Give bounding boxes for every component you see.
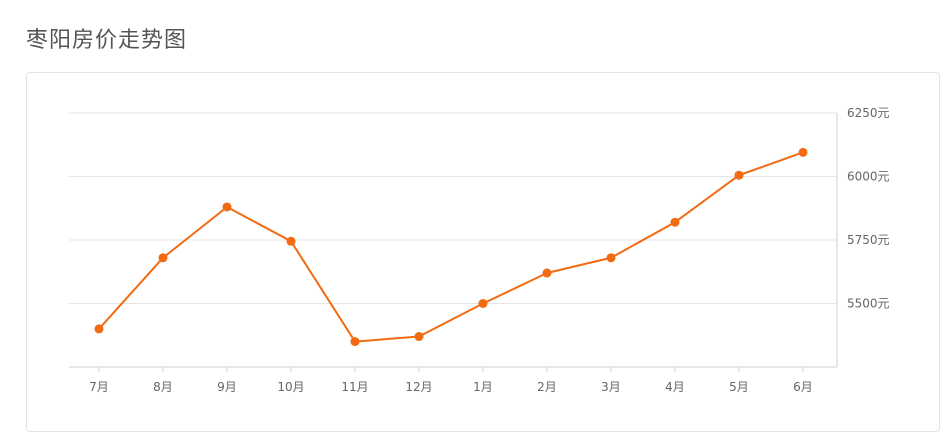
data-point[interactable] — [606, 253, 616, 263]
data-point[interactable] — [414, 332, 424, 342]
series-line — [98, 151, 804, 343]
x-tick-label: 6月 — [793, 380, 813, 394]
data-point[interactable] — [286, 236, 296, 246]
gridlines — [69, 112, 837, 304]
data-point[interactable] — [478, 299, 488, 308]
price-trend-chart: 5500元 5750元 6000元 6250元 7月 8月 9月 10月 11月 12月 1月 2月… — [69, 106, 890, 394]
chart-card: 5500元 5750元 6000元 6250元 7月 8月 9月 10月 11月 12月 1月 2月… — [26, 72, 940, 432]
data-point[interactable] — [734, 170, 744, 180]
y-tick-label: 6250元 — [847, 106, 890, 120]
x-tick-label: 3月 — [601, 380, 621, 394]
y-axis-labels: 5500元 5750元 6000元 6250元 — [847, 106, 890, 311]
x-tick-label: 7月 — [89, 380, 109, 394]
page-title: 枣阳房价走势图 — [26, 28, 188, 53]
x-tick-label: 2月 — [537, 380, 557, 394]
data-point[interactable] — [350, 337, 360, 347]
data-point[interactable] — [542, 268, 552, 278]
x-tick-label: 4月 — [665, 380, 685, 394]
x-tick-label: 11月 — [341, 380, 368, 394]
y-tick-label: 6000元 — [847, 170, 890, 184]
data-point[interactable] — [158, 253, 168, 263]
data-point[interactable] — [670, 217, 680, 227]
y-tick-label: 5500元 — [847, 297, 890, 311]
data-point[interactable] — [222, 202, 232, 212]
data-point[interactable] — [798, 147, 808, 157]
x-tick-label: 12月 — [405, 380, 432, 394]
x-tick-label: 10月 — [277, 380, 304, 394]
x-tick-label: 8月 — [153, 380, 173, 394]
x-axis: 7月 8月 9月 10月 11月 12月 1月 2月 3月 4月 5月 6月 — [69, 113, 838, 394]
x-tick-label: 5月 — [729, 380, 749, 394]
price-line — [98, 151, 804, 343]
y-tick-label: 5750元 — [847, 233, 890, 247]
x-tick-label: 1月 — [473, 380, 493, 394]
data-point[interactable] — [94, 324, 104, 334]
x-tick-label: 9月 — [217, 380, 237, 394]
series-points — [94, 147, 808, 347]
